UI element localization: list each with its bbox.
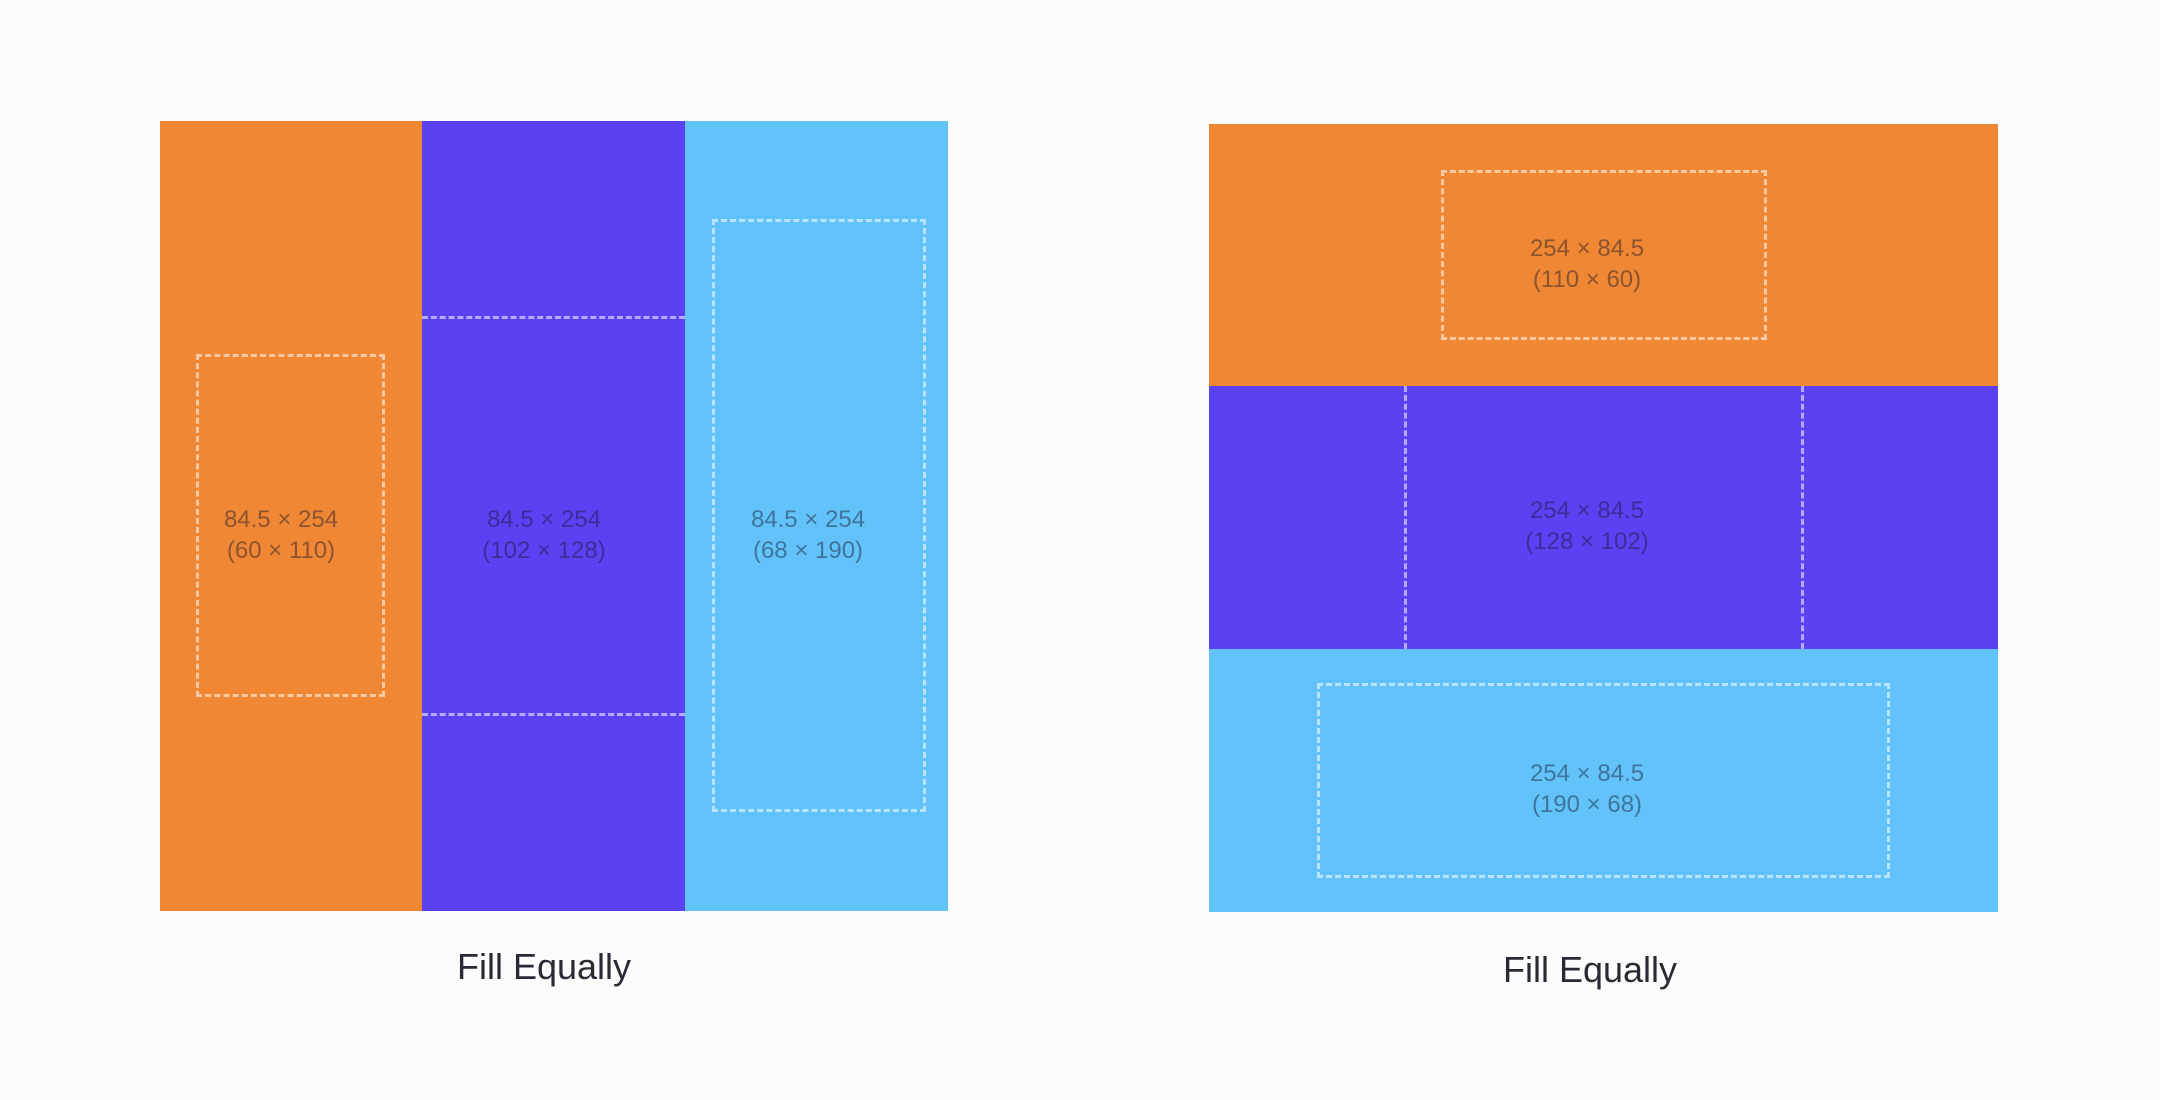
purple-size-label: 84.5 × 254 (102 × 128)	[482, 506, 606, 564]
orange-row	[1209, 124, 1998, 386]
purple-intrinsic-right-line	[1801, 386, 1804, 649]
purple-column	[422, 121, 685, 911]
purple-intrinsic-top-line	[422, 316, 685, 319]
orange-column	[160, 121, 422, 911]
sky-row	[1209, 649, 1998, 912]
purple-size-label: 254 × 84.5 (128 × 102)	[1525, 497, 1649, 555]
sky-intrinsic-size-box	[712, 219, 926, 812]
purple-row	[1209, 386, 1998, 649]
sky-column	[685, 121, 948, 911]
purple-intrinsic-left-line	[1404, 386, 1407, 649]
orange-intrinsic-size-box	[196, 354, 385, 697]
left-caption: Fill Equally	[456, 946, 632, 987]
sky-intrinsic-size-box	[1317, 683, 1890, 878]
horizontal-fill-equally-diagram: 84.5 × 254 (60 × 110) 84.5 × 254 (102 × …	[160, 121, 948, 911]
orange-size-label: 254 × 84.5 (110 × 60)	[1529, 235, 1645, 293]
vertical-fill-equally-diagram: 254 × 84.5 (110 × 60) 254 × 84.5 (128 × …	[1209, 124, 1998, 912]
purple-intrinsic-bottom-line	[422, 713, 685, 716]
right-caption: Fill Equally	[1502, 949, 1678, 990]
orange-size-label: 84.5 × 254 (60 × 110)	[223, 506, 339, 564]
sky-size-label: 254 × 84.5 (190 × 68)	[1529, 760, 1645, 818]
orange-intrinsic-size-box	[1441, 170, 1767, 340]
sky-size-label: 84.5 × 254 (68 × 190)	[750, 506, 866, 564]
